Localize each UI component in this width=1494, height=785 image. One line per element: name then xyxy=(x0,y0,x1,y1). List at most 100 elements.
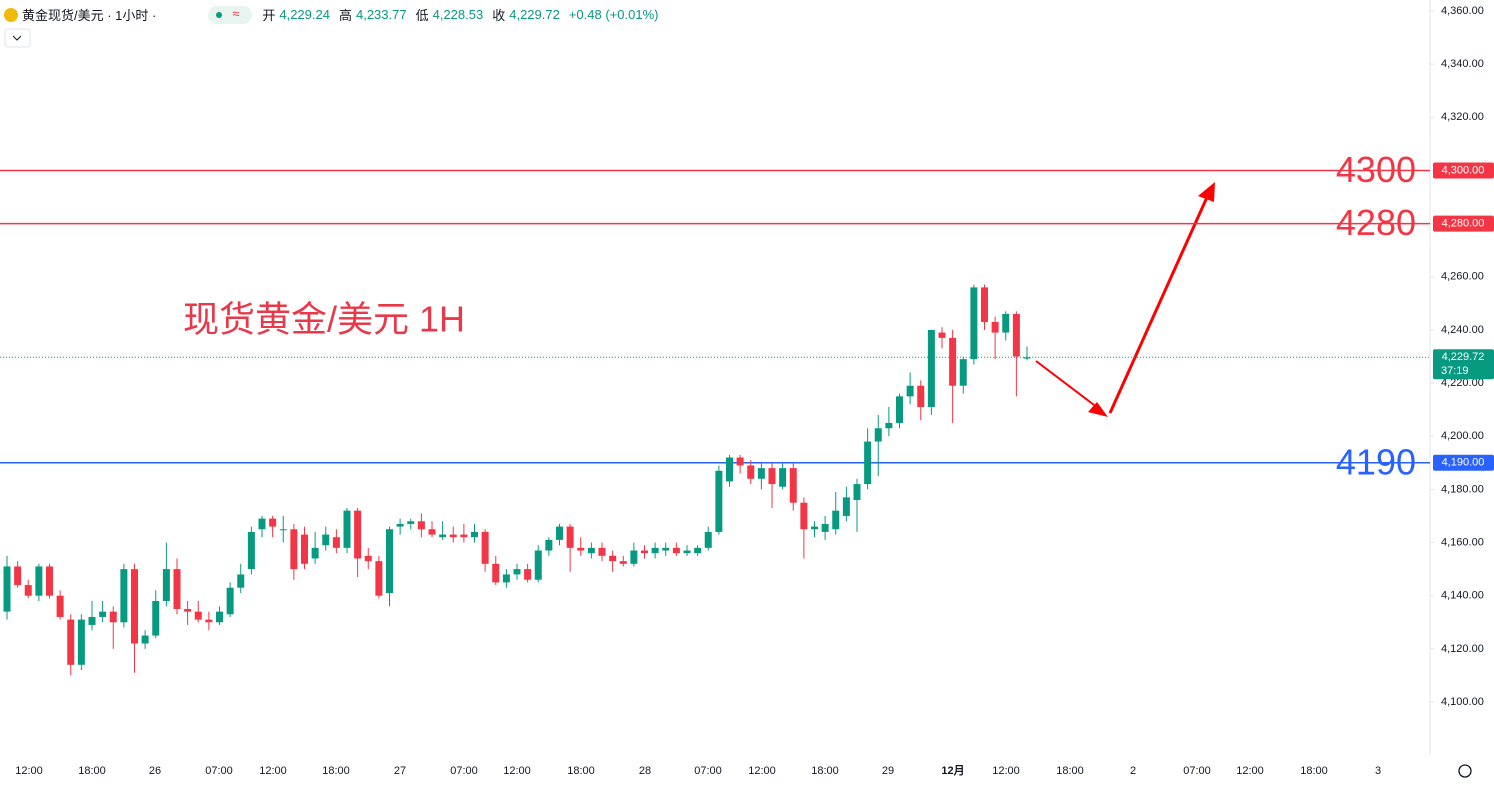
settings-icon[interactable] xyxy=(1458,764,1472,778)
candle-body xyxy=(619,561,627,564)
candle-body xyxy=(88,616,96,625)
x-tick-label: 18:00 xyxy=(567,765,595,777)
candle-body xyxy=(906,385,914,397)
annotation: 现货黄金/美元 1H xyxy=(183,299,465,340)
candle-body xyxy=(428,529,436,535)
y-tick-label: 4,360.00 xyxy=(1441,5,1484,17)
candle-body xyxy=(991,321,999,333)
candle-body xyxy=(768,468,776,485)
candle-body xyxy=(343,510,351,548)
ohlc-value: 4,233.77 xyxy=(355,7,407,22)
level-tag-label: 4,280.00 xyxy=(1442,218,1485,230)
candle-body xyxy=(672,547,680,554)
candle-body xyxy=(322,534,330,546)
candle-body xyxy=(896,396,903,423)
candle-body xyxy=(662,547,670,551)
forecast-arrow xyxy=(1035,182,1215,417)
candle-body xyxy=(938,332,946,338)
candle-body xyxy=(556,526,563,540)
level-tag xyxy=(1433,162,1494,179)
candle-body xyxy=(609,555,617,562)
candle-body xyxy=(853,484,861,501)
candle-body xyxy=(247,531,255,570)
level-tag-label: 4,190.00 xyxy=(1442,457,1485,469)
candle-body xyxy=(24,585,32,596)
candle-body xyxy=(237,574,245,588)
candle-body xyxy=(630,550,638,564)
candle-body xyxy=(481,531,489,564)
ohlc-value: 4,228.53 xyxy=(432,7,484,22)
candle-body xyxy=(598,547,606,556)
x-tick-label: 12:00 xyxy=(15,765,43,777)
candle-body xyxy=(492,563,500,583)
y-tick-label: 4,140.00 xyxy=(1441,590,1484,602)
level-label: 4190 xyxy=(1336,441,1416,482)
candle-body xyxy=(109,611,117,623)
candle-body xyxy=(99,611,107,617)
candle-body xyxy=(832,510,840,530)
last-price-tag xyxy=(1433,349,1494,380)
y-tick-label: 4,320.00 xyxy=(1441,111,1484,123)
candle-body xyxy=(513,569,521,575)
candle-body xyxy=(747,465,755,479)
candle-body xyxy=(800,502,808,530)
candle-body xyxy=(1002,313,1010,333)
candle-body xyxy=(216,611,223,623)
candle-body xyxy=(67,619,75,665)
symbol-icon xyxy=(4,7,18,22)
ohlc-label: 开 xyxy=(262,8,276,23)
candle-body xyxy=(970,287,978,360)
x-tick-label: 26 xyxy=(149,765,161,777)
candle-body xyxy=(885,422,893,429)
y-tick-label: 4,260.00 xyxy=(1441,271,1484,283)
x-tick-label: 07:00 xyxy=(450,765,478,777)
y-tick-label: 4,340.00 xyxy=(1441,58,1484,70)
x-tick-label: 12月 xyxy=(941,764,964,777)
change: +0.48 (+0.01%) xyxy=(568,7,659,22)
candle-body xyxy=(396,523,404,527)
level-tag xyxy=(1433,454,1494,471)
ohlc-label: 高 xyxy=(338,8,352,23)
status-pill[interactable]: ≈ xyxy=(208,5,253,24)
x-tick-label: 3 xyxy=(1375,765,1381,777)
candle-body xyxy=(864,441,872,485)
x-tick-label: 28 xyxy=(639,765,651,777)
x-tick-label: 12:00 xyxy=(259,765,287,777)
x-tick-label: 07:00 xyxy=(1183,765,1211,777)
candle-body xyxy=(226,587,234,615)
candle-body xyxy=(162,569,170,602)
collapse-button[interactable] xyxy=(4,28,31,48)
candle-body xyxy=(14,566,22,586)
countdown: 37:19 xyxy=(1441,365,1469,377)
x-tick-label: 07:00 xyxy=(205,765,233,777)
y-tick-label: 4,240.00 xyxy=(1441,324,1484,336)
chevron xyxy=(12,35,22,41)
y-tick-label: 4,200.00 xyxy=(1441,430,1484,442)
x-tick-label: 18:00 xyxy=(1300,765,1328,777)
candle-body xyxy=(736,457,744,466)
level-tag xyxy=(1433,215,1494,232)
y-tick-label: 4,220.00 xyxy=(1441,377,1484,389)
candle-body xyxy=(566,526,574,548)
candle-body xyxy=(375,561,383,596)
ohlc-value: 4,229.72 xyxy=(509,7,560,22)
candle-body xyxy=(726,457,733,482)
candle-body xyxy=(301,534,308,564)
candle-body xyxy=(534,550,542,580)
x-tick-label: 18:00 xyxy=(78,765,106,777)
level-label: 4280 xyxy=(1336,202,1416,243)
y-tick-label: 4,100.00 xyxy=(1441,696,1484,708)
candle-body xyxy=(651,547,659,554)
candle-body xyxy=(949,337,957,386)
y-tick-label: 4,120.00 xyxy=(1441,643,1484,655)
candle-body xyxy=(141,635,149,644)
ohlc-value: 4,229.24 xyxy=(279,7,330,22)
candle-body xyxy=(715,470,723,532)
candle-body xyxy=(1012,313,1020,357)
candle-body xyxy=(332,537,340,548)
ohlc-label: 低 xyxy=(415,8,429,23)
candle-body xyxy=(757,468,765,479)
candle-body xyxy=(545,539,553,551)
